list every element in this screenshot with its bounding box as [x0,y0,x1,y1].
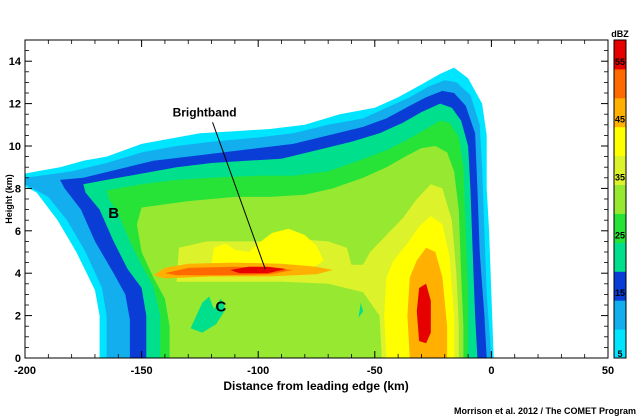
brightband-pointer-line [212,122,266,270]
colorbar-tick-label: 55 [615,57,625,67]
y-tick-label: 2 [15,311,21,323]
y-tick-label: 14 [9,56,22,68]
x-tick-label: -100 [247,365,269,377]
y-axis: 0 2 4 6 8 10 12 14 [9,50,608,365]
dbz-contour-55-12 [230,266,287,274]
x-axis: -200 -150 -100 -50 0 50 [14,40,614,377]
x-tick-label: -200 [14,365,36,377]
dbz-contour-40-7 [211,228,324,269]
annotations: Brightband B C [108,105,266,315]
colorbar-title: dBZ [611,29,629,39]
colorbar: 5 15 25 35 45 55 [613,39,627,359]
y-tick-label: 4 [15,268,22,280]
colorbar-tick-label: 15 [615,288,625,298]
dbz-contour-55-13 [416,283,431,344]
colorbar-tick-label: 35 [615,173,625,183]
colorbar-swatch [614,329,626,359]
colorbar-swatch [614,40,626,70]
y-tick-label: 12 [9,99,21,111]
reflectivity-field [25,67,494,358]
colorbar-tick-label: 45 [615,115,625,125]
colorbar-swatch [614,271,626,301]
colorbar-swatch [614,242,626,272]
y-tick-label: 6 [15,226,21,238]
colorbar-swatch [614,97,626,128]
colorbar-tick-label: 5 [617,349,622,359]
colorbar-swatch [614,126,626,157]
brightband-label: Brightband [173,105,237,119]
colorbar-frame [613,39,627,359]
dbz-contour-20-14 [190,296,226,333]
dbz-contour-20-15 [358,302,364,318]
colorbar-swatch [614,68,626,99]
x-tick-label: 50 [602,365,614,377]
colorbar-tick-label: 25 [615,230,625,240]
x-axis-label: Distance from leading edge (km) [223,379,408,393]
y-tick-label: 8 [15,183,21,195]
y-tick-label: 10 [9,141,21,153]
y-axis-label: Height (km) [4,174,14,224]
x-tick-label: 0 [488,365,494,377]
colorbar-swatch [614,155,626,186]
x-tick-label: -50 [367,365,383,377]
credit-text: Morrison et al. 2012 / The COMET Program [454,406,636,416]
x-tick-label: -150 [131,365,153,377]
colorbar-swatch [614,300,626,330]
colorbar-swatch [614,213,626,243]
colorbar-swatch [614,184,626,214]
region-label-c: C [215,298,226,315]
y-tick-label: 0 [15,353,21,365]
region-label-b: B [108,205,119,222]
